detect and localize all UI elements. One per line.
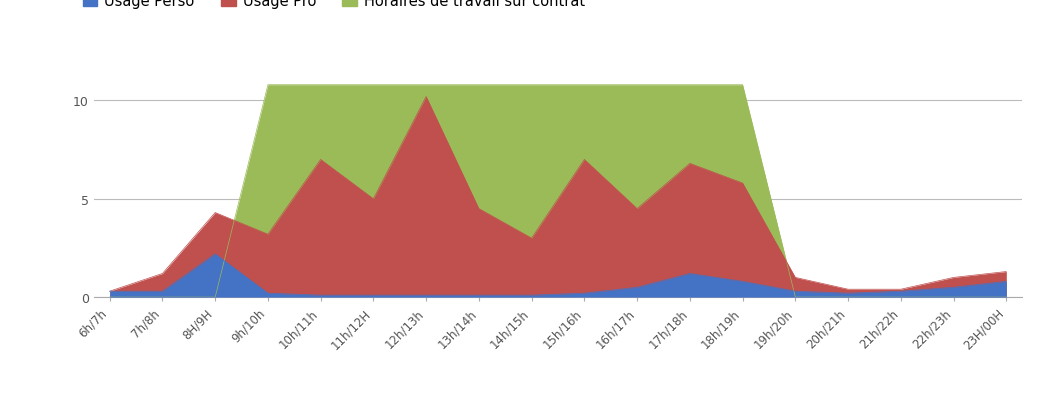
Legend: Usage Perso, Usage Pro, Horaires de travail sur contrat: Usage Perso, Usage Pro, Horaires de trav… [82, 0, 585, 9]
